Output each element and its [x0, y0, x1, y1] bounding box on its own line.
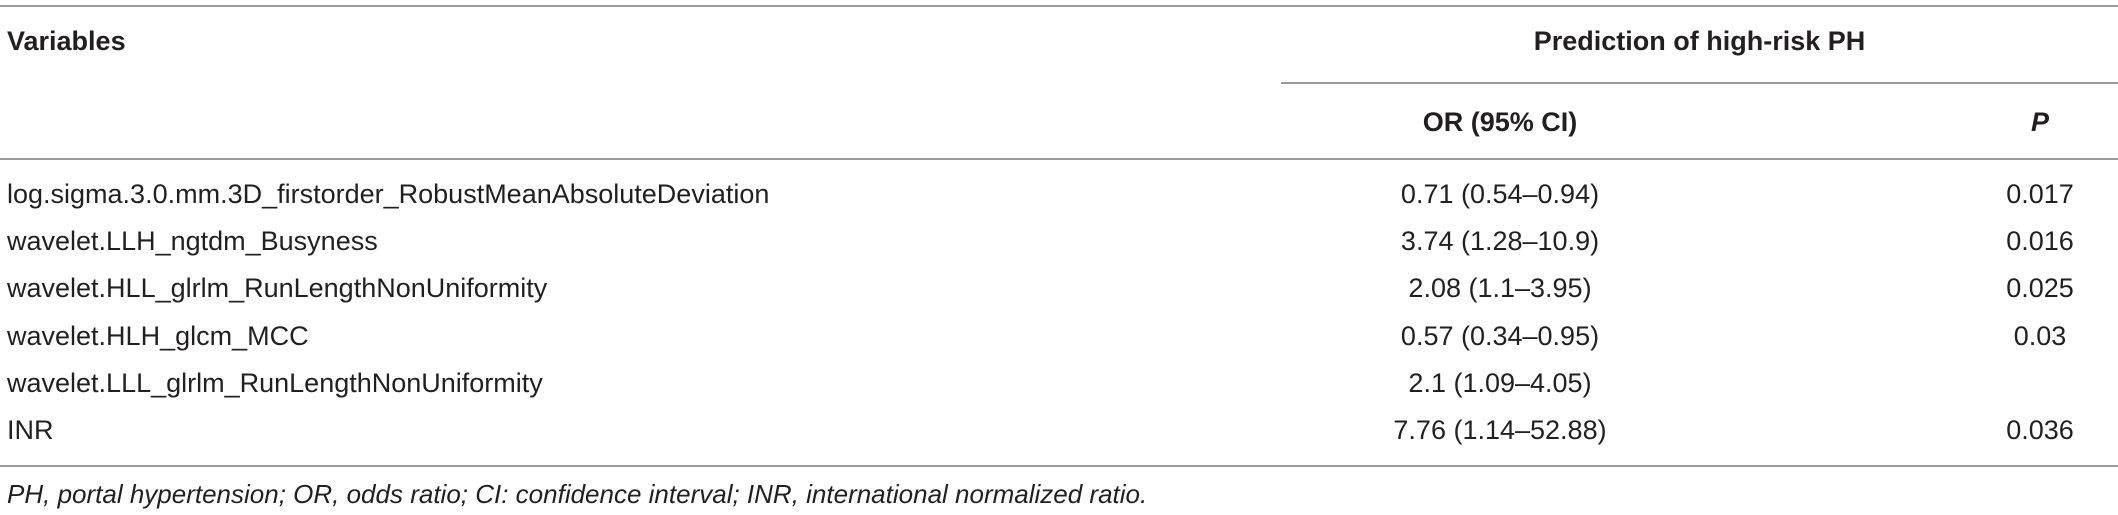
row-or: 0.57 (0.34–0.95) [1400, 321, 1600, 351]
row-variable: log.sigma.3.0.mm.3D_firstorder_RobustMea… [7, 179, 770, 209]
row-variable: wavelet.LLH_ngtdm_Busyness [7, 226, 378, 256]
header-or-ci: OR (95% CI) [1422, 107, 1578, 137]
header-variables: Variables [7, 26, 126, 56]
header-rule [0, 158, 2118, 160]
row-variable: wavelet.HLL_glrlm_RunLengthNonUniformity [7, 273, 548, 303]
header-group-prediction: Prediction of high-risk PH [1533, 26, 1866, 56]
row-p: 0.036 [2006, 415, 2074, 445]
row-or: 3.74 (1.28–10.9) [1400, 226, 1600, 256]
row-p: 0.017 [2006, 179, 2074, 209]
row-variable: wavelet.HLH_glcm_MCC [7, 321, 309, 351]
row-or: 2.1 (1.09–4.05) [1408, 368, 1592, 398]
row-p: 0.03 [2013, 321, 2067, 351]
row-variable: INR [7, 415, 54, 445]
row-p: 0.025 [2006, 273, 2074, 303]
bottom-rule [0, 465, 2118, 467]
header-p: P [2030, 107, 2049, 137]
top-rule [0, 5, 2118, 7]
group-rule [1281, 82, 2118, 84]
table-footnote: PH, portal hypertension; OR, odds ratio;… [7, 479, 1148, 509]
row-variable: wavelet.LLL_glrlm_RunLengthNonUniformity [7, 368, 543, 398]
row-or: 7.76 (1.14–52.88) [1393, 415, 1607, 445]
row-or: 0.71 (0.54–0.94) [1400, 179, 1600, 209]
row-p: 0.016 [2006, 226, 2074, 256]
row-or: 2.08 (1.1–3.95) [1408, 273, 1592, 303]
